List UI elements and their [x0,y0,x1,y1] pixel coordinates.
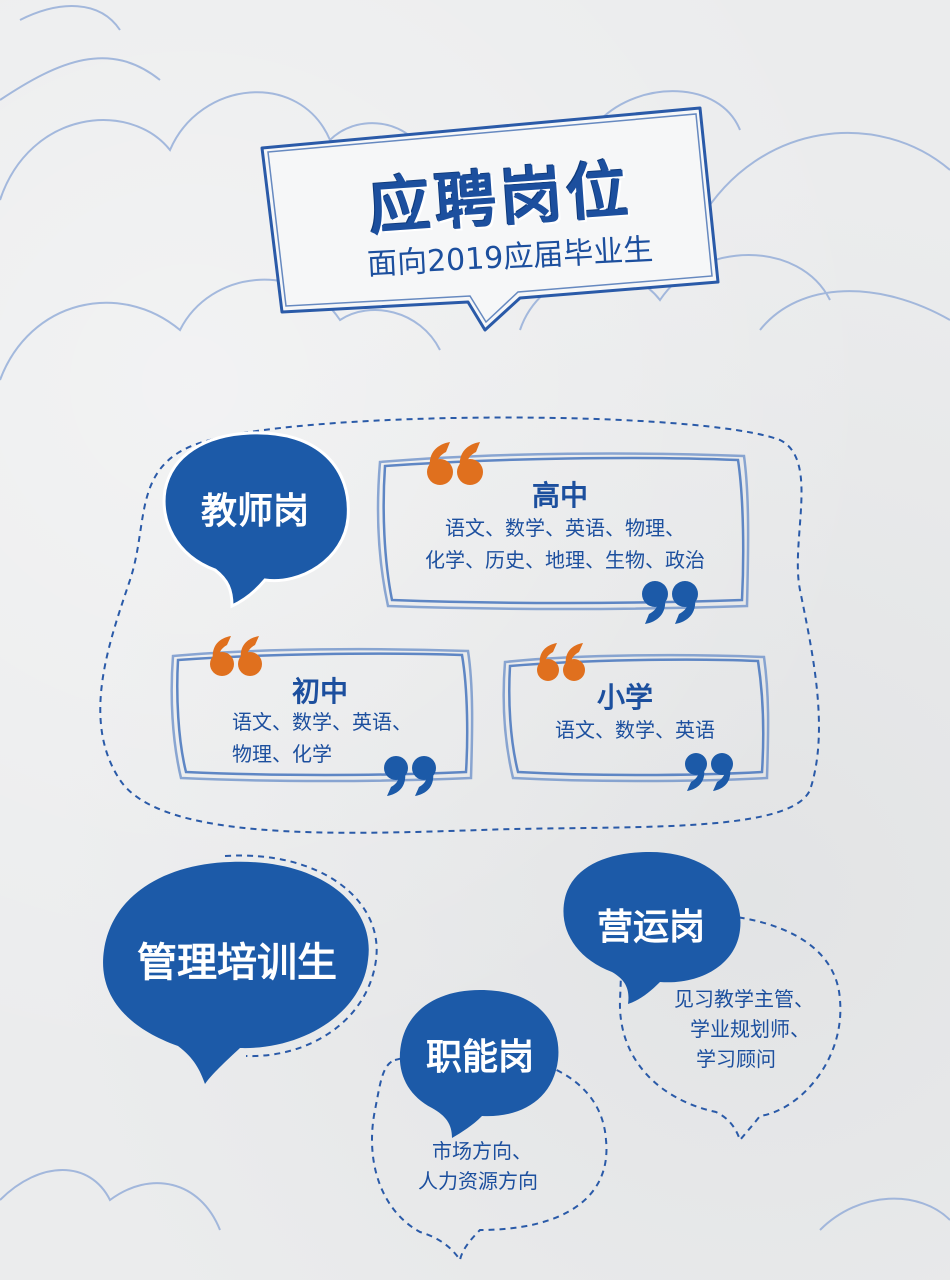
management-label: 管理培训生 [137,940,337,986]
functional-line-1: 市场方向、 [432,1139,532,1163]
teacher-label: 教师岗 [200,491,309,532]
high-school-line-1: 语文、数学、英语、物理、 [445,516,685,540]
primary-school-title: 小学 [596,681,653,714]
middle-school-title: 初中 [291,675,348,708]
high-school-line-2: 化学、历史、地理、生物、政治 [425,548,705,572]
operations-line-2: 学业规划师、 [690,1017,810,1041]
functional-line-2: 人力资源方向 [418,1169,538,1193]
primary-school-line-1: 语文、数学、英语 [555,718,715,742]
functional-label: 职能岗 [425,1037,534,1078]
operations-line-3: 学习顾问 [696,1047,776,1071]
operations-line-1: 见习教学主管、 [674,987,814,1011]
high-school-title: 高中 [531,479,588,512]
middle-school-line-2: 物理、化学 [232,742,332,766]
operations-label: 营运岗 [596,907,705,948]
middle-school-line-1: 语文、数学、英语、 [232,710,412,734]
